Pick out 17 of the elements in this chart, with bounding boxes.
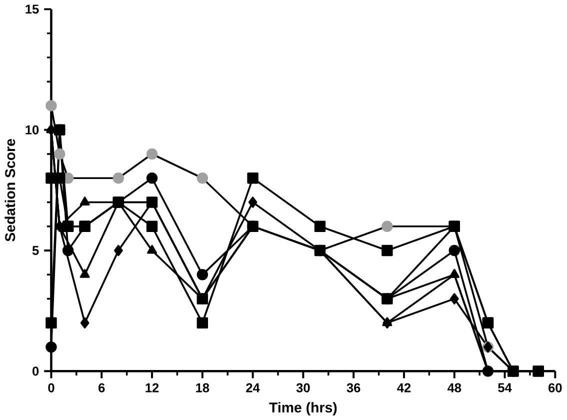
y-tick-label: 0 [32, 366, 39, 376]
x-tick-label: 54 [498, 383, 512, 392]
x-tick-label: 18 [196, 383, 210, 392]
x-tick-label: 42 [397, 383, 411, 392]
x-tick-label: 12 [146, 383, 159, 392]
x-tick-label: 30 [296, 383, 310, 392]
y-axis-title: Sedation Score [4, 138, 16, 242]
x-tick-label: 36 [346, 383, 360, 392]
y-tick-label: 10 [26, 125, 39, 134]
x-axis-title: Time (hrs) [269, 402, 337, 416]
x-tick-label: 24 [246, 383, 260, 392]
x-tick-label: 6 [98, 383, 105, 392]
y-tick-label: 15 [26, 4, 39, 14]
x-tick-label: 48 [447, 383, 462, 392]
x-tick-label: 0 [48, 383, 54, 392]
x-tick-label: 60 [548, 383, 562, 392]
y-tick-label: 5 [32, 246, 39, 255]
